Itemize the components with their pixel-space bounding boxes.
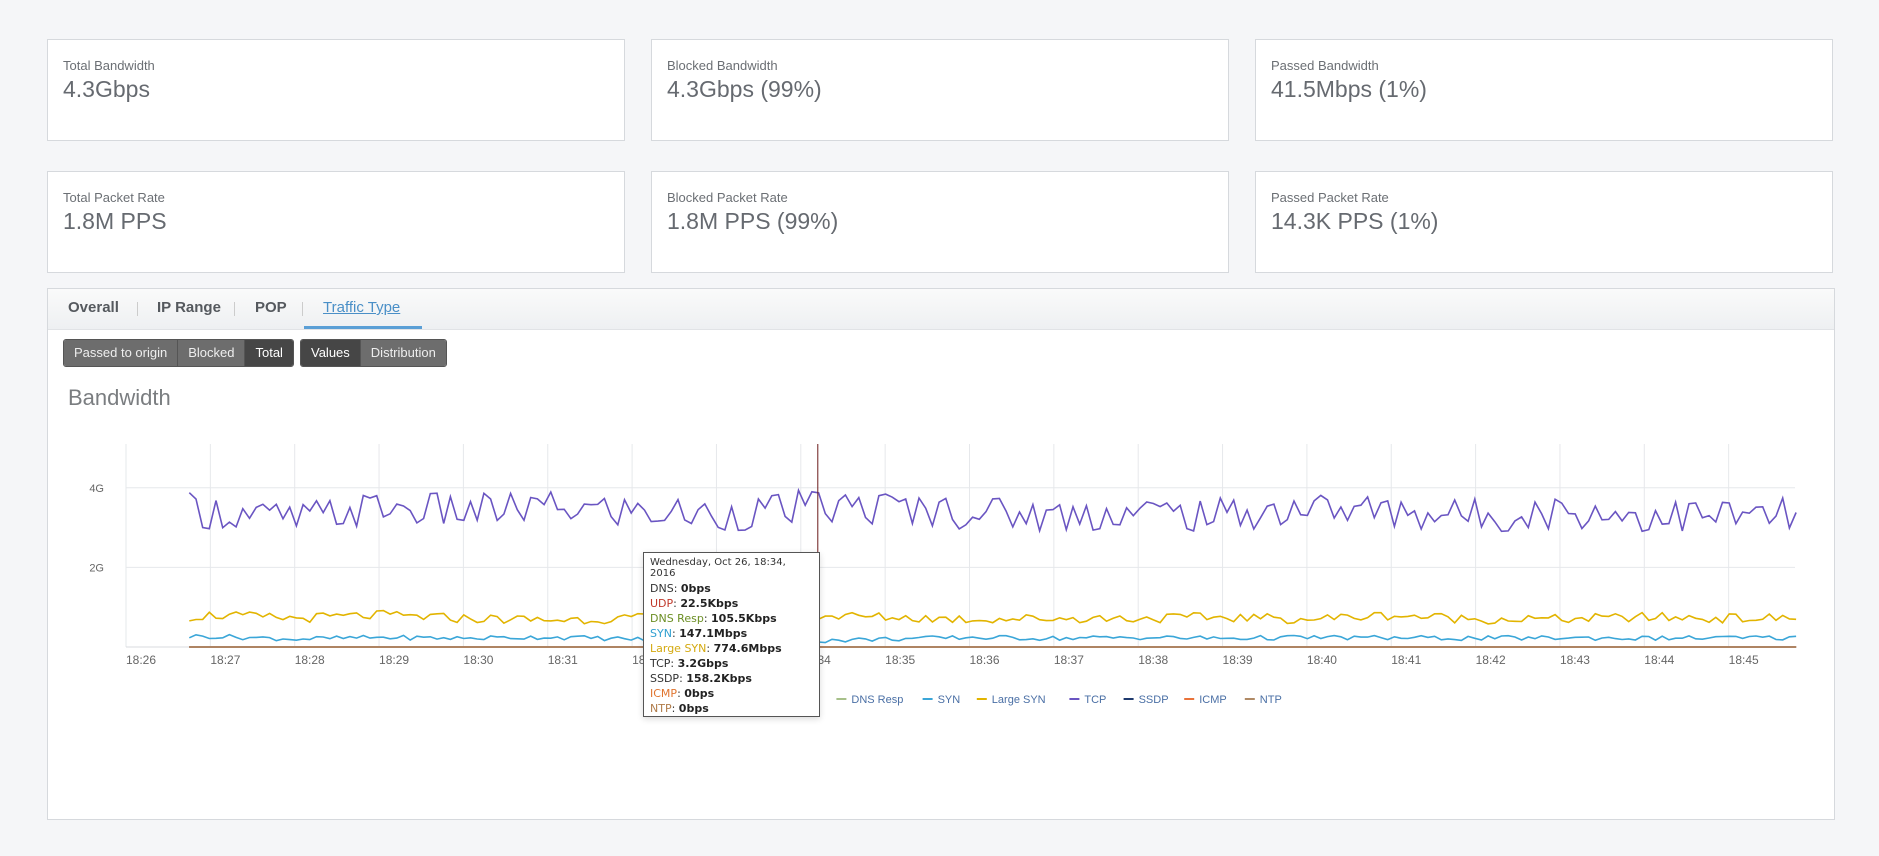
x-tick-label: 18:39 (1223, 653, 1253, 667)
stat-label: Passed Bandwidth (1271, 58, 1379, 73)
tooltip-series-value: 774.6Mbps (713, 642, 782, 655)
x-tick-label: 18:40 (1307, 653, 1337, 667)
tab-divider (234, 302, 235, 316)
stat-label: Passed Packet Rate (1271, 190, 1389, 205)
chart-title: Bandwidth (68, 385, 171, 410)
x-tick-label: 18:36 (970, 653, 1000, 667)
tooltip-row: DNS Resp: 105.5Kbps (650, 612, 777, 625)
tooltip-row: DNS: 0bps (650, 582, 711, 595)
tooltip-series-name: SYN (650, 627, 672, 640)
tooltip-row: NTP: 0bps (650, 702, 709, 715)
tooltip-row: TCP: 3.2Gbps (650, 657, 729, 670)
tooltip-series-value: 158.2Kbps (686, 672, 752, 685)
tooltip-series-name: DNS Resp (650, 612, 704, 625)
x-tick-label: 18:42 (1476, 653, 1506, 667)
stat-value: 4.3Gbps (99%) (667, 76, 822, 102)
x-tick-label: 18:44 (1644, 653, 1674, 667)
series-line-tcp (188, 487, 1797, 534)
y-tick-label: 2G (89, 562, 104, 574)
tab-bar: Overall IP Range POP Traffic Type (48, 289, 1834, 330)
legend-item: DNS Resp (851, 694, 903, 706)
tooltip-series-name: ICMP (650, 687, 678, 700)
x-tick-label: 18:41 (1391, 653, 1421, 667)
stat-label: Total Packet Rate (63, 190, 165, 205)
tooltip-row: UDP: 22.5Kbps (650, 597, 739, 610)
x-tick-label: 18:35 (885, 653, 915, 667)
stat-value: 4.3Gbps (63, 76, 150, 102)
y-tick-label: 4G (89, 483, 104, 495)
tooltip-rows: DNS: 0bps UDP: 22.5Kbps DNS Resp: 105.5Kbp… (650, 581, 813, 716)
legend-item: SYN (938, 694, 961, 706)
x-tick-label: 18:30 (463, 653, 493, 667)
stat-card-blocked-packet-rate: Blocked Packet Rate 1.8M PPS (99%) (651, 171, 1229, 273)
stat-value: 41.5Mbps (1%) (1271, 76, 1427, 102)
active-tab-indicator (304, 326, 422, 329)
traffic-filter-group: Passed to origin Blocked Total (63, 339, 294, 367)
tooltip-series-value: 0bps (678, 702, 709, 715)
legend-item: Large SYN (992, 694, 1046, 706)
tooltip-series-name: DNS (650, 582, 674, 595)
legend-item: ICMP (1199, 694, 1227, 706)
stat-value: 14.3K PPS (1%) (1271, 208, 1439, 234)
tooltip-series-name: SSDP (650, 672, 680, 685)
tooltip-series-value: 105.5Kbps (711, 612, 777, 625)
chart-panel: Overall IP Range POP Traffic Type Passed… (47, 288, 1835, 820)
tooltip-series-name: NTP (650, 702, 672, 715)
bandwidth-line-chart: 18:2618:2718:2818:2918:3018:3118:3218:33… (89, 444, 1797, 706)
stat-card-total-packet-rate: Total Packet Rate 1.8M PPS (47, 171, 625, 273)
tooltip-series-value: 0bps (684, 687, 715, 700)
x-tick-label: 18:38 (1138, 653, 1168, 667)
x-tick-label: 18:31 (548, 653, 578, 667)
stat-label: Total Bandwidth (63, 58, 155, 73)
stat-value: 1.8M PPS (63, 208, 167, 234)
view-values-button[interactable]: Values (301, 340, 361, 366)
tooltip-series-value: 0bps (680, 582, 711, 595)
legend-item: TCP (1084, 694, 1106, 706)
tooltip-row: SYN: 147.1Mbps (650, 627, 748, 640)
filter-passed-to-origin-button[interactable]: Passed to origin (64, 340, 179, 366)
chart-tooltip: Wednesday, Oct 26, 18:34, 2016 DNS: 0bps… (643, 552, 820, 717)
tooltip-series-name: TCP (650, 657, 671, 670)
series-line-syn (188, 633, 1797, 645)
x-tick-label: 18:45 (1729, 653, 1759, 667)
tooltip-series-value: 3.2Gbps (677, 657, 729, 670)
tab-divider (137, 302, 138, 316)
legend-item: NTP (1260, 694, 1282, 706)
tooltip-row: Large SYN: 774.6Mbps (650, 642, 782, 655)
stat-value: 1.8M PPS (99%) (667, 208, 839, 234)
legend-item: SSDP (1139, 694, 1169, 706)
tooltip-series-name: UDP (650, 597, 674, 610)
stat-card-blocked-bandwidth: Blocked Bandwidth 4.3Gbps (99%) (651, 39, 1229, 141)
x-tick-label: 18:29 (379, 653, 409, 667)
tooltip-row: ICMP: 0bps (650, 687, 715, 700)
tab-overall[interactable]: Overall (68, 299, 119, 316)
x-tick-label: 18:27 (210, 653, 240, 667)
stat-label: Blocked Packet Rate (667, 190, 788, 205)
view-distribution-button[interactable]: Distribution (360, 340, 446, 366)
view-mode-group: Values Distribution (300, 339, 447, 367)
stat-card-total-bandwidth: Total Bandwidth 4.3Gbps (47, 39, 625, 141)
x-tick-label: 18:28 (295, 653, 325, 667)
series-line-large-syn (189, 609, 1797, 625)
x-tick-label: 18:43 (1560, 653, 1590, 667)
tooltip-date: Wednesday, Oct 26, 18:34, 2016 (650, 557, 786, 579)
stat-card-passed-bandwidth: Passed Bandwidth 41.5Mbps (1%) (1255, 39, 1833, 141)
stat-label: Blocked Bandwidth (667, 58, 778, 73)
tooltip-series-name: Large SYN (650, 642, 707, 655)
tab-traffic-type[interactable]: Traffic Type (323, 299, 401, 316)
tab-pop[interactable]: POP (255, 299, 287, 316)
stat-card-passed-packet-rate: Passed Packet Rate 14.3K PPS (1%) (1255, 171, 1833, 273)
tab-ip-range[interactable]: IP Range (157, 299, 221, 316)
tooltip-series-value: 147.1Mbps (679, 627, 748, 640)
tab-divider (302, 302, 303, 316)
filter-blocked-button[interactable]: Blocked (178, 340, 246, 366)
tooltip-row: SSDP: 158.2Kbps (650, 672, 752, 685)
tooltip-series-value: 22.5Kbps (680, 597, 739, 610)
filter-total-button[interactable]: Total (245, 340, 293, 366)
x-tick-label: 18:26 (126, 653, 156, 667)
x-tick-label: 18:37 (1054, 653, 1084, 667)
